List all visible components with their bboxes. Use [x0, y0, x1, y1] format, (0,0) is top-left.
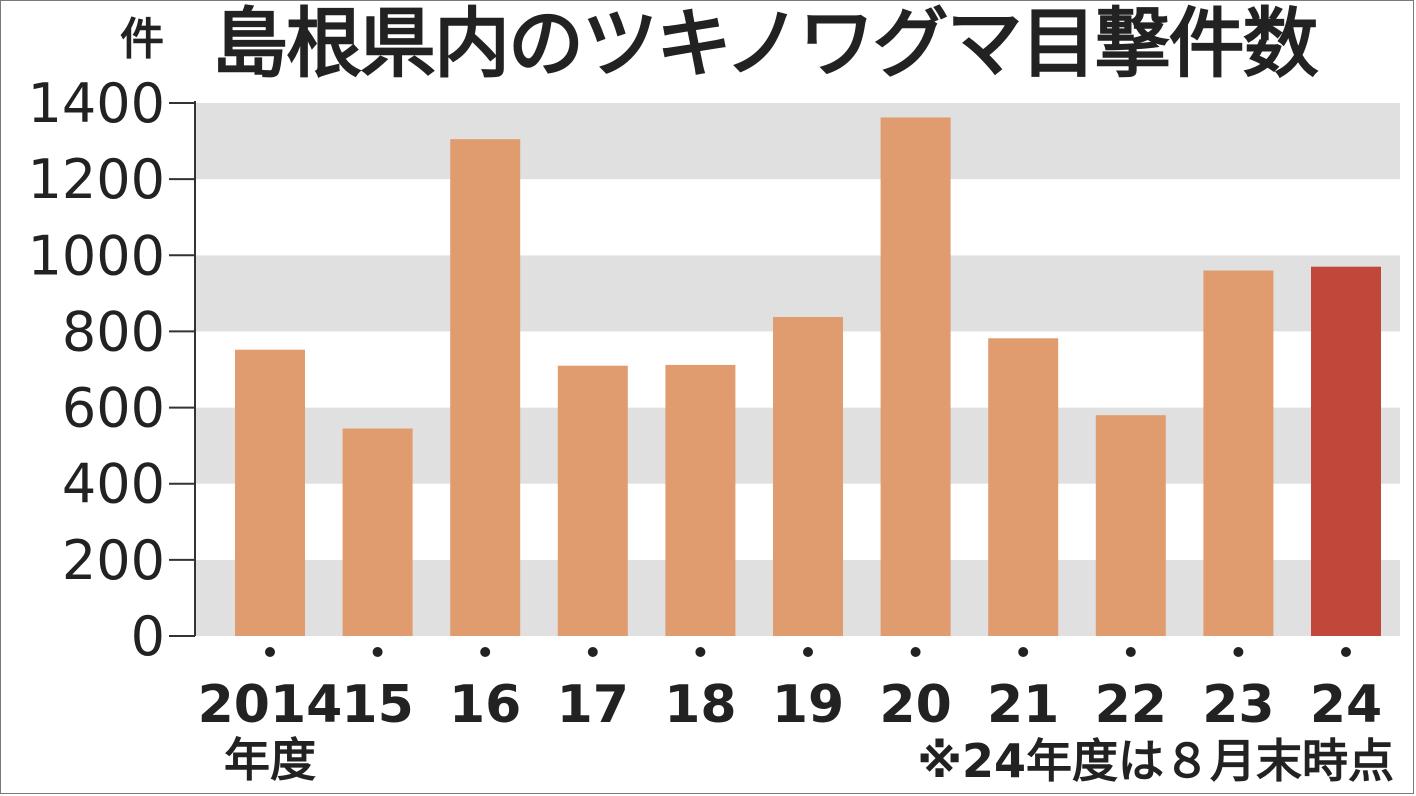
x-tick-label: 19 — [772, 675, 844, 735]
x-tick-label: 23 — [1202, 675, 1274, 735]
x-tick-label: 16 — [449, 675, 521, 735]
y-tick-label: 800 — [62, 300, 165, 363]
x-tick-dot — [587, 647, 598, 657]
x-tick-dot — [265, 647, 275, 657]
y-tick-label: 1200 — [28, 148, 165, 211]
bar — [450, 139, 521, 637]
x-tick-dot — [1233, 647, 1244, 657]
y-tick-label: 1000 — [28, 224, 165, 287]
bar — [1095, 415, 1166, 636]
grid-band — [195, 103, 1400, 180]
bar — [988, 338, 1059, 636]
bar — [557, 365, 628, 636]
x-tick-label: 24 — [1310, 675, 1382, 735]
bar — [1203, 270, 1274, 636]
x-tick-label: 18 — [664, 675, 736, 735]
y-unit-label: 件 — [120, 14, 164, 65]
bar — [773, 316, 843, 636]
bar — [880, 117, 951, 636]
bar — [342, 428, 413, 636]
bar-highlight — [1311, 266, 1381, 636]
y-tick-label: 200 — [62, 529, 165, 592]
y-tick-label: 600 — [62, 377, 165, 440]
x-tick-dot — [803, 647, 813, 657]
x-tick-label: 21 — [987, 675, 1059, 735]
x-tick-dot — [1125, 647, 1136, 657]
grid-band — [195, 179, 1400, 256]
x-axis-label: 年度 — [224, 733, 316, 787]
x-tick-label: 20 — [879, 675, 951, 735]
bar — [665, 364, 736, 636]
bar — [235, 349, 305, 636]
y-tick-label: 1400 — [28, 72, 165, 135]
y-tick-label: 400 — [62, 453, 165, 516]
x-tick-label: 2014 — [198, 675, 343, 735]
x-tick-label: 17 — [557, 675, 629, 735]
x-tick-dot — [695, 647, 706, 657]
x-tick-dot — [372, 647, 383, 657]
x-tick-dot — [910, 647, 921, 657]
chart-title: 島根県内のツキノワグマ目撃件数 — [212, 0, 1319, 88]
x-tick-label: 22 — [1095, 675, 1167, 735]
x-tick-dot — [480, 647, 491, 657]
x-tick-dot — [1341, 647, 1351, 657]
y-tick-label: 0 — [131, 605, 165, 668]
x-tick-dot — [1018, 647, 1029, 657]
x-tick-label: 15 — [341, 675, 413, 735]
footnote: ※24年度は８月末時点 — [917, 734, 1394, 788]
